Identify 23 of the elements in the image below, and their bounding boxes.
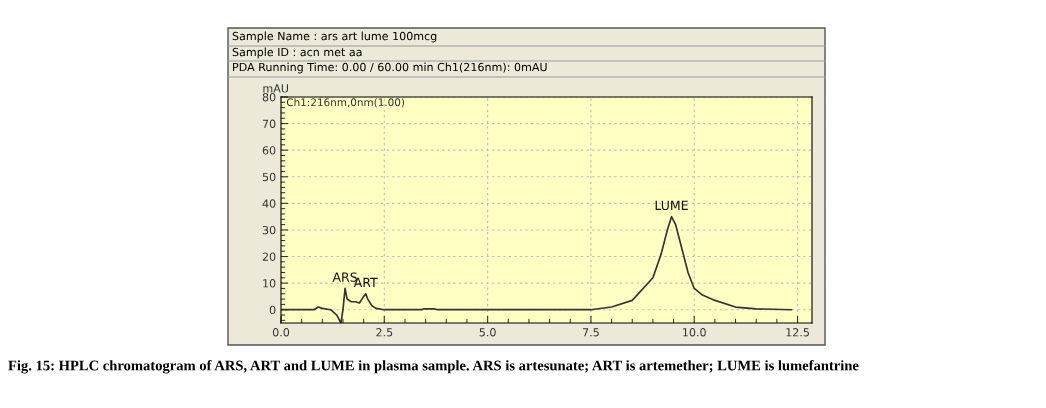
x-tick-label: 10.0 [683, 328, 706, 337]
x-tick-label: 0.0 [272, 328, 290, 337]
y-tick-label: 30 [262, 225, 276, 235]
x-tick-label: 12.5 [786, 328, 809, 337]
x-tick-label: 7.5 [583, 328, 599, 337]
text: Sample Name : ars art lume 100mcg [232, 31, 437, 43]
y-tick-label: 0 [269, 305, 276, 315]
y-tick-label: 70 [262, 119, 276, 128]
y-tick-label: 20 [262, 252, 276, 261]
y-tick-label: 80 [262, 92, 276, 102]
annotation: Ch1:216nm,0nm(1.00) [286, 98, 405, 108]
y-tick-label: 50 [262, 172, 276, 182]
y-axis-title: mAU [263, 84, 288, 93]
y-tick-label: 60 [262, 146, 276, 155]
y-tick-label: 10 [263, 279, 276, 288]
caption: Fig. 15: HPLC chromatogram of ARS, ART and LUME in plasma sample. ARS is artesunate; ART is artemether; LUME is lumefantrine [8, 360, 859, 374]
text: PDA Running Time: 0.00 / 60.00 min Ch1(216nm): 0mAU [233, 62, 547, 74]
x-tick-label: 5.0 [479, 328, 496, 337]
annotation: LUME [655, 200, 688, 211]
text: Sample ID : acn met aa [232, 47, 362, 59]
y-tick-label: 40 [262, 199, 276, 208]
line-series [281, 215, 793, 323]
x-tick-label: 2.5 [376, 328, 393, 337]
